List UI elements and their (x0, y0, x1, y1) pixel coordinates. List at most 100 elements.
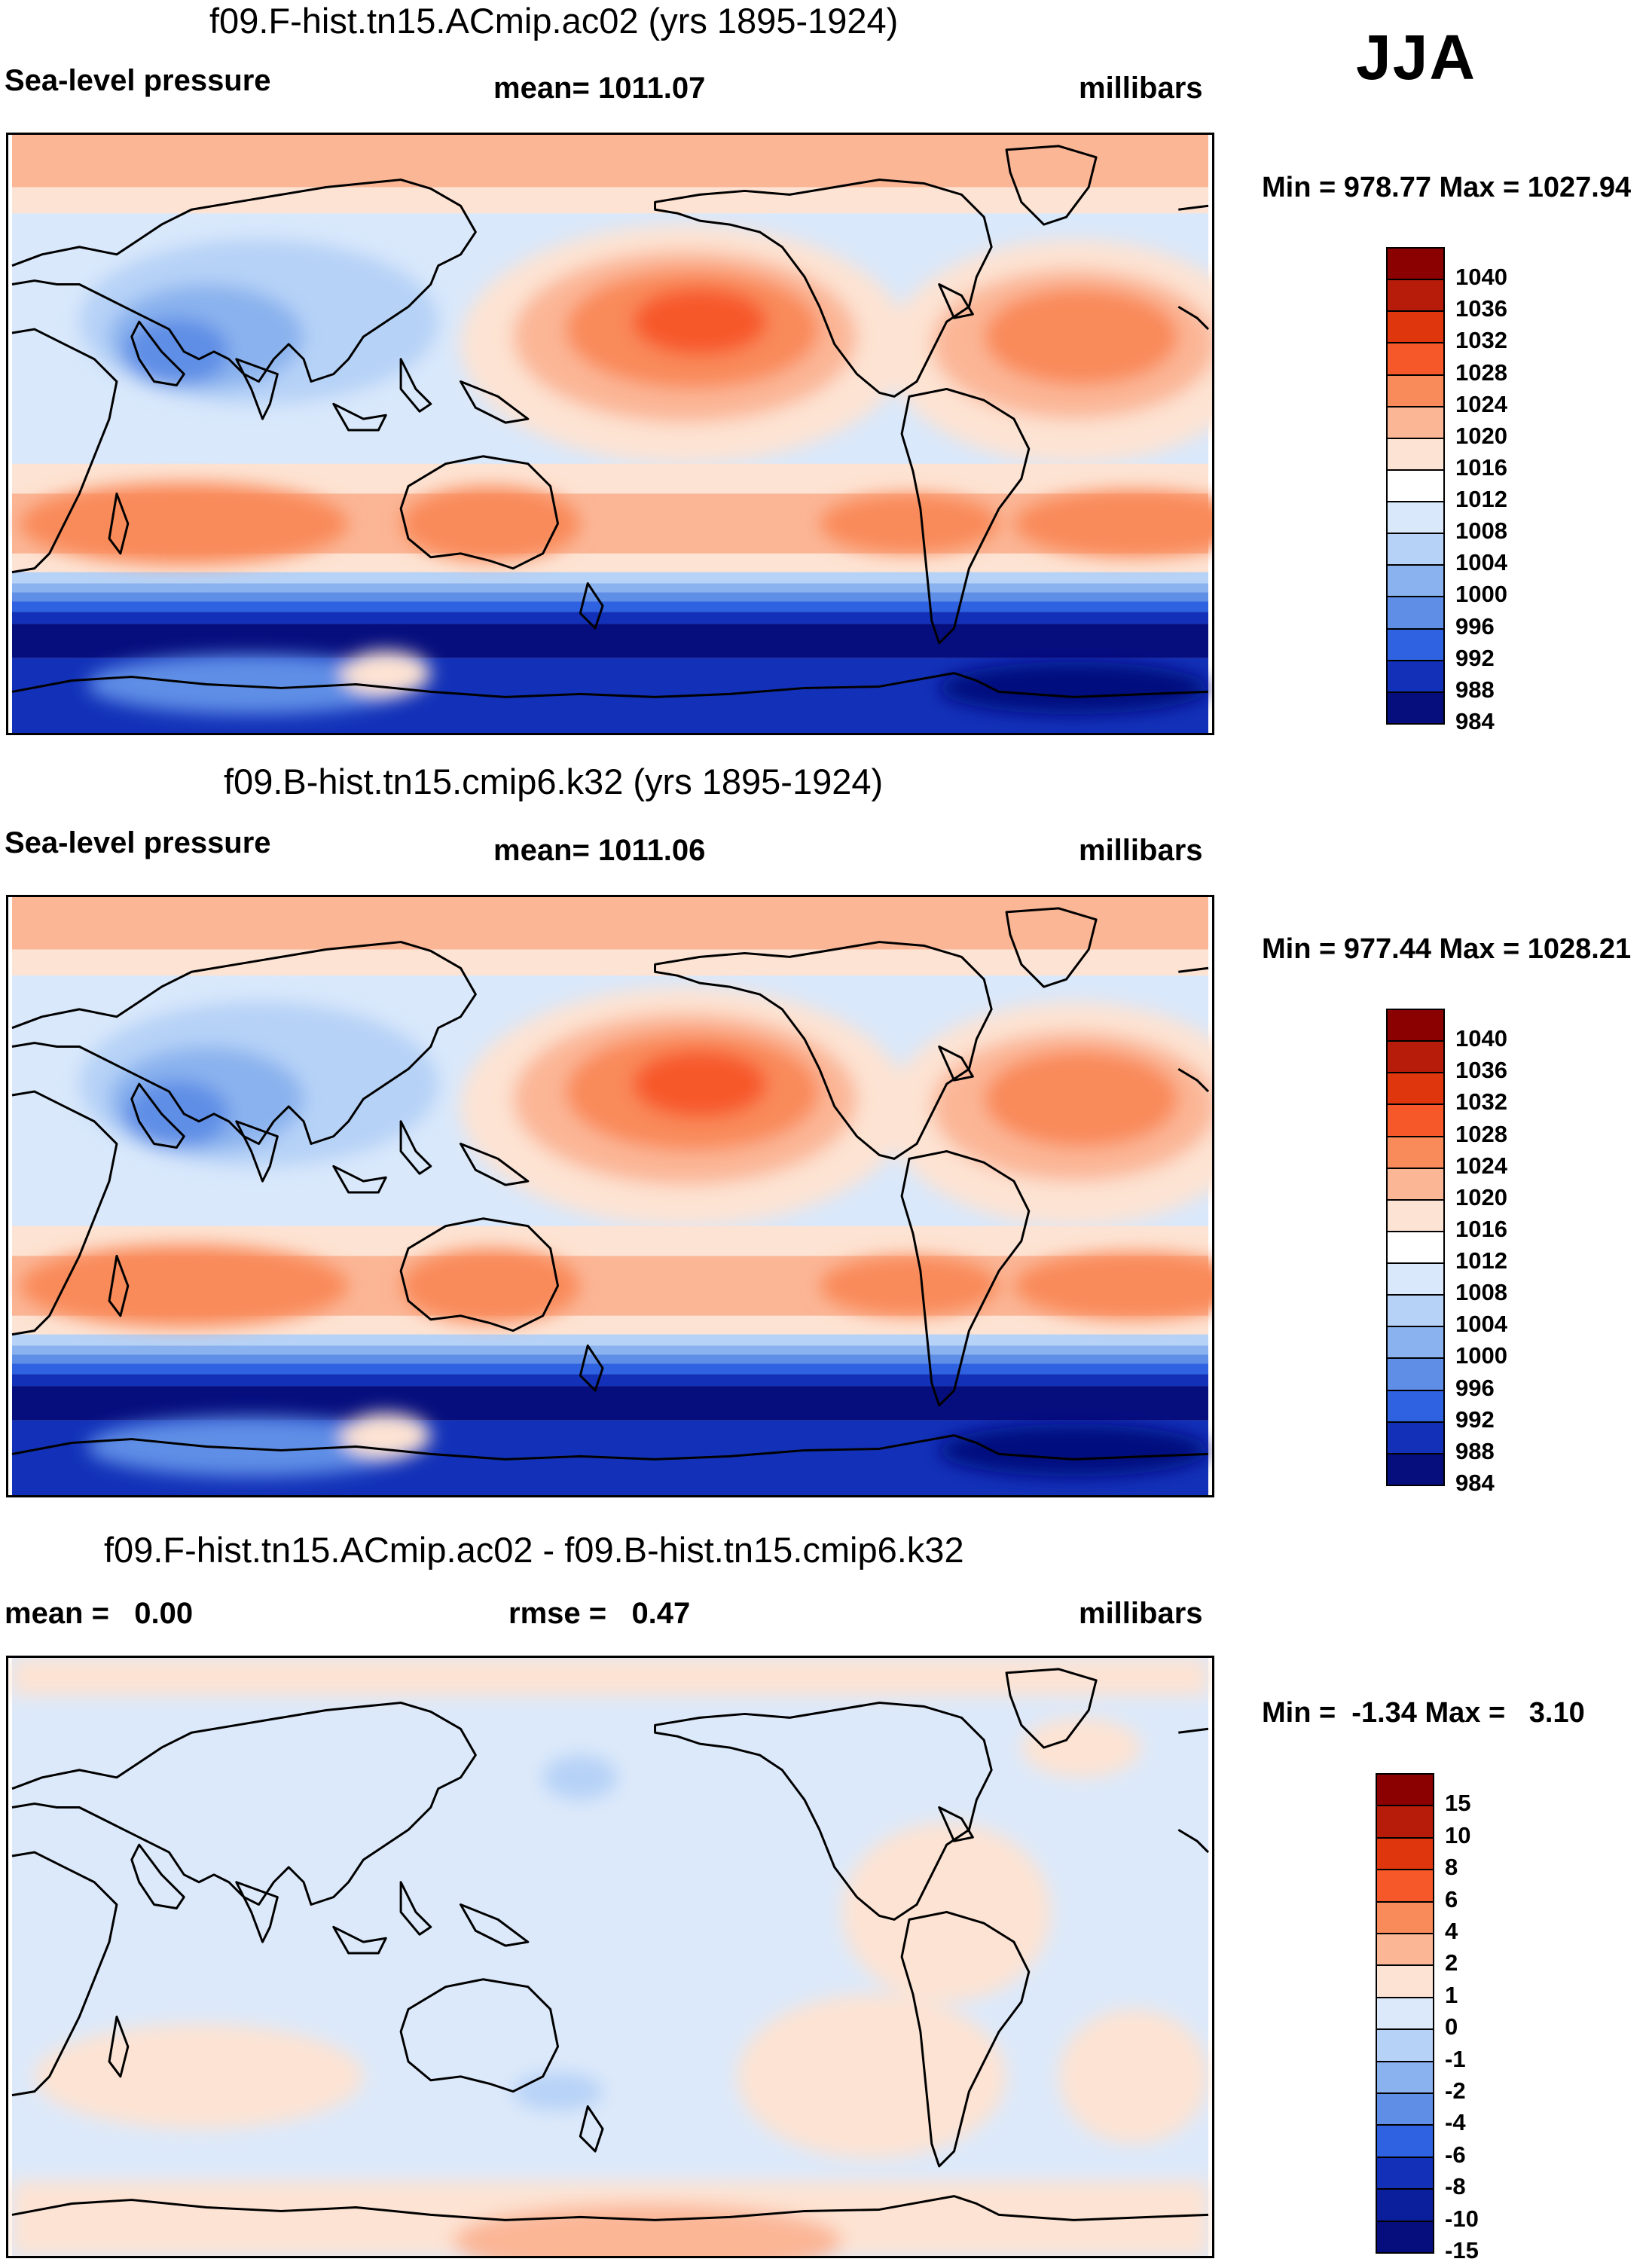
colorbar-tick-label: -10 (1445, 2205, 1479, 2232)
colorbar-tick-label: 1004 (1455, 1311, 1507, 1338)
colorbar-tick-label: 10 (1445, 1821, 1471, 1848)
colorbar-swatch (1376, 2220, 1434, 2254)
colorbar-tick-label: 988 (1455, 1437, 1495, 1464)
colorbar-tick-label: 1036 (1455, 295, 1507, 322)
colorbar-swatch (1376, 1805, 1434, 1839)
colorbar-tick-label: 1004 (1455, 549, 1507, 576)
colorbar-swatch (1386, 279, 1445, 313)
panel-2-mean-label: mean= 1011.06 (493, 834, 706, 867)
colorbar-swatch (1386, 247, 1445, 281)
panel-2-minmax: Min = 977.44 Max = 1028.21 (1262, 933, 1632, 965)
colorbar-swatch (1376, 1964, 1434, 1998)
panel-3-title: f09.F-hist.tn15.ACmip.ac02 - f09.B-hist.… (104, 1530, 964, 1570)
colorbar-tick-label: 1028 (1455, 359, 1507, 386)
colorbar-swatch (1386, 596, 1445, 630)
colorbar-tick-label: 1016 (1455, 1215, 1507, 1242)
colorbar-swatch (1376, 2028, 1434, 2062)
colorbar-tick-label: 992 (1455, 1406, 1495, 1433)
panel-1-mean-label: mean= 1011.07 (493, 72, 706, 105)
panel-1-variable-label: Sea-level pressure (5, 64, 271, 97)
colorbar-swatch (1386, 1009, 1445, 1042)
colorbar-tick-label: 1008 (1455, 517, 1507, 545)
colorbar-swatch (1386, 627, 1445, 661)
panel-2-units-label: millibars (1079, 834, 1203, 867)
colorbar-swatch (1376, 2124, 1434, 2158)
colorbar-swatch (1386, 374, 1445, 408)
colorbar-tick-label: -4 (1445, 2109, 1466, 2136)
colorbar-swatch (1386, 1230, 1445, 1265)
panel-3-map (6, 1656, 1214, 2258)
colorbar-swatch (1386, 1167, 1445, 1201)
colorbar-tick-label: 1024 (1455, 390, 1507, 417)
colorbar-tick-label: 992 (1455, 644, 1495, 671)
panel-1-colorbar: 1040 1036 1032 1028 1024 1020 1016 1012 1008 1004… (1386, 247, 1507, 734)
colorbar-swatch (1376, 2060, 1434, 2094)
colorbar-tick-label: 996 (1455, 1374, 1495, 1401)
colorbar-tick-label: 1016 (1455, 453, 1507, 481)
colorbar-tick-label: 1012 (1455, 1247, 1507, 1274)
colorbar-tick-label: 4 (1445, 1918, 1458, 1944)
colorbar-swatch (1386, 501, 1445, 535)
colorbar-tick-label: 996 (1455, 612, 1495, 639)
panel-3-mean-label: mean = 0.00 (5, 1597, 194, 1630)
colorbar-swatch (1386, 405, 1445, 439)
colorbar-swatch (1386, 533, 1445, 566)
colorbar-swatch (1376, 2156, 1434, 2190)
colorbar-tick-label: 6 (1445, 1885, 1458, 1912)
panel-1-minmax: Min = 978.77 Max = 1027.94 (1262, 172, 1632, 203)
colorbar-tick-label: 1028 (1455, 1120, 1507, 1147)
colorbar-swatch (1386, 1421, 1445, 1455)
colorbar-swatch (1386, 564, 1445, 598)
colorbar-tick-label: 1000 (1455, 1342, 1507, 1369)
panel-1-units-label: millibars (1079, 72, 1203, 105)
colorbar-swatch (1386, 659, 1445, 693)
panel-3-rmse-label: rmse = 0.47 (508, 1597, 691, 1630)
colorbar-swatch (1376, 1900, 1434, 1934)
panel-3-minmax: Min = -1.34 Max = 3.10 (1262, 1697, 1585, 1729)
colorbar-tick-label: 1 (1445, 1981, 1458, 2008)
colorbar-swatch (1386, 1389, 1445, 1423)
colorbar-tick-label: 1040 (1455, 1025, 1507, 1052)
panel-2-variable-label: Sea-level pressure (5, 826, 271, 859)
colorbar-swatch (1386, 1198, 1445, 1232)
panel-2-map (6, 895, 1214, 1497)
colorbar-swatch (1386, 1040, 1445, 1074)
season-label: JJA (1356, 22, 1477, 93)
colorbar-tick-label: 8 (1445, 1854, 1458, 1881)
colorbar-swatch (1386, 1326, 1445, 1360)
colorbar-tick-label: 1036 (1455, 1057, 1507, 1084)
colorbar-tick-label: 2 (1445, 1949, 1458, 1976)
colorbar-swatch (1376, 2188, 1434, 2222)
colorbar-tick-label: 1024 (1455, 1152, 1507, 1179)
colorbar-tick-label: 1012 (1455, 486, 1507, 513)
colorbar-tick-label: 1020 (1455, 422, 1507, 449)
colorbar-swatch (1386, 1262, 1445, 1296)
colorbar-tick-label: 1032 (1455, 327, 1507, 354)
colorbar-swatch (1376, 1933, 1434, 1967)
colorbar-tick-label: 1032 (1455, 1088, 1507, 1116)
colorbar-tick-label: 1040 (1455, 264, 1507, 291)
colorbar-swatch (1386, 310, 1445, 344)
colorbar-tick-label: 984 (1455, 708, 1495, 734)
colorbar-swatch (1376, 1869, 1434, 1903)
colorbar-tick-label: 1000 (1455, 581, 1507, 608)
colorbar-swatch (1376, 2092, 1434, 2126)
colorbar-tick-label: -1 (1445, 2045, 1466, 2072)
colorbar-tick-label: 984 (1455, 1470, 1495, 1496)
colorbar-swatch (1376, 1773, 1434, 1807)
panel-2-colorbar: 1040 1036 1032 1028 1024 1020 1016 1012 1008 1004… (1386, 1009, 1507, 1496)
colorbar-swatch (1386, 691, 1445, 725)
colorbar-swatch (1386, 1357, 1445, 1391)
colorbar-swatch (1386, 469, 1445, 503)
colorbar-swatch (1376, 1996, 1434, 2031)
panel-3-colorbar: 15 10 8 6 4 2 1 0 -1 -2 -4 -6 -8 -10 -15 (1376, 1773, 1479, 2263)
colorbar-tick-label: 0 (1445, 2013, 1458, 2041)
colorbar-swatch (1386, 437, 1445, 471)
panel-1-map (6, 133, 1214, 735)
colorbar-tick-label: 15 (1445, 1790, 1471, 1817)
colorbar-swatch (1386, 342, 1445, 376)
colorbar-tick-label: 1020 (1455, 1183, 1507, 1210)
panel-1-title: f09.F-hist.tn15.ACmip.ac02 (yrs 1895-192… (209, 1, 899, 41)
colorbar-swatch (1386, 1103, 1445, 1137)
colorbar-tick-label: -15 (1445, 2237, 1479, 2263)
